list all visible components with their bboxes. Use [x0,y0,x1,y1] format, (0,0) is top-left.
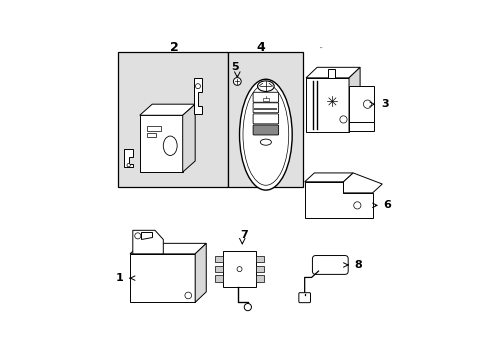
Bar [214,266,223,272]
FancyBboxPatch shape [253,114,278,124]
Polygon shape [193,78,202,114]
Bar [214,275,223,282]
FancyBboxPatch shape [253,92,278,102]
Text: 5: 5 [231,62,239,72]
Polygon shape [133,230,163,254]
Ellipse shape [260,139,271,145]
Text: 3: 3 [369,99,388,109]
Polygon shape [348,67,359,132]
Polygon shape [305,67,359,78]
Polygon shape [140,104,195,115]
Bar [117,51,228,187]
Circle shape [244,303,251,311]
FancyBboxPatch shape [312,256,347,274]
Bar [146,133,156,136]
Text: 4: 4 [255,41,264,54]
Text: 1: 1 [116,273,135,283]
Polygon shape [305,78,348,132]
Circle shape [363,100,371,108]
Polygon shape [140,115,183,172]
Bar [223,251,256,287]
Bar [228,51,303,187]
Bar [327,69,334,78]
Text: 8: 8 [343,260,362,270]
Circle shape [237,267,242,271]
Circle shape [353,202,360,209]
FancyBboxPatch shape [253,103,278,113]
Polygon shape [304,173,352,182]
Circle shape [135,233,141,239]
Polygon shape [304,182,372,218]
Circle shape [127,163,130,167]
Polygon shape [130,254,195,302]
Ellipse shape [239,79,292,190]
Bar [256,256,264,262]
Polygon shape [141,232,152,239]
Bar [256,266,264,272]
FancyBboxPatch shape [298,293,310,303]
Ellipse shape [257,81,274,91]
FancyBboxPatch shape [253,125,278,135]
Ellipse shape [243,84,288,185]
Polygon shape [348,86,373,122]
Polygon shape [195,243,206,302]
Bar [146,126,160,131]
Bar [263,98,268,101]
Circle shape [184,292,191,299]
Circle shape [339,116,346,123]
Bar [256,275,264,282]
Polygon shape [183,104,195,172]
Circle shape [233,77,241,85]
Text: 3_lbl: 3_lbl [319,46,322,48]
Text: 2: 2 [170,41,179,54]
Text: 7: 7 [239,230,247,240]
Bar [214,256,223,262]
Polygon shape [348,122,373,131]
Ellipse shape [163,136,177,156]
Circle shape [195,84,200,89]
Text: 6: 6 [372,201,391,210]
Polygon shape [124,149,133,167]
Polygon shape [130,243,206,254]
Polygon shape [343,173,382,193]
Bar [254,108,277,110]
